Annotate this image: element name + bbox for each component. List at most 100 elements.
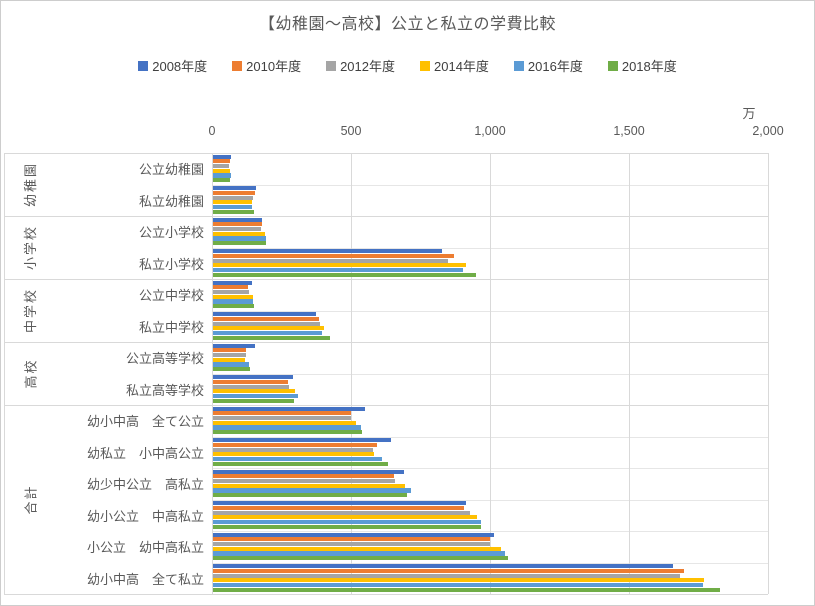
bar xyxy=(213,519,482,525)
bar xyxy=(213,294,253,299)
bar xyxy=(213,379,288,384)
group-separator-line xyxy=(4,405,768,406)
vertical-gridline xyxy=(351,153,352,594)
vertical-gridline xyxy=(629,153,630,594)
category-label: 幼私立 小中高公立 xyxy=(86,445,204,461)
group-separator-line xyxy=(4,153,768,154)
group-label: 中学校 xyxy=(23,287,39,334)
bar xyxy=(213,406,366,411)
bar xyxy=(213,280,253,285)
legend-label: 2008年度 xyxy=(152,59,208,74)
category-label: 私立小学校 xyxy=(138,256,204,272)
chart-title: 【幼稚園～高校】公立と私立の学費比較 xyxy=(258,16,556,33)
bar xyxy=(213,290,249,295)
bar xyxy=(213,164,229,169)
legend-label: 2016年度 xyxy=(527,59,583,74)
legend-item: 2012年度 xyxy=(326,56,395,75)
x-axis-tick-label: 1,500 xyxy=(613,124,645,138)
bar xyxy=(213,389,295,394)
legend-label: 2018年度 xyxy=(621,59,677,74)
bar xyxy=(213,267,464,273)
bar xyxy=(213,501,467,506)
bar xyxy=(213,483,406,488)
bar xyxy=(213,438,392,443)
bar xyxy=(213,343,256,348)
group-label: 幼稚園 xyxy=(23,161,39,208)
bar xyxy=(213,568,685,573)
x-axis-tick-label: 1,000 xyxy=(474,124,506,138)
bar xyxy=(213,209,254,214)
bar xyxy=(213,488,412,493)
group-label: 小学校 xyxy=(23,224,39,271)
legend-swatch-icon xyxy=(420,60,430,71)
category-label: 私立高等学校 xyxy=(125,382,204,398)
bar xyxy=(213,190,256,195)
bar xyxy=(213,253,454,258)
x-axis-tick-label: 0 xyxy=(208,124,216,138)
category-label: 公立高等学校 xyxy=(125,351,204,367)
legend: 2008年度 2010年度 2012年度 2014年度 2016年度 2018年度 xyxy=(1,56,814,75)
legend-item: 2016年度 xyxy=(513,56,583,75)
category-label: 私立幼稚園 xyxy=(138,193,204,209)
bar xyxy=(213,442,378,447)
group-separator-line xyxy=(4,279,768,280)
group-separator-line xyxy=(4,342,768,343)
bar xyxy=(213,425,361,430)
bar xyxy=(213,326,324,331)
bar xyxy=(213,398,294,403)
bar xyxy=(213,461,388,466)
bar xyxy=(213,430,362,435)
bar xyxy=(213,249,442,254)
category-label: 幼小中高 全て私立 xyxy=(86,571,204,587)
bar xyxy=(213,204,253,210)
bar xyxy=(213,573,681,578)
bar xyxy=(213,452,374,457)
bar xyxy=(213,195,253,200)
bar xyxy=(213,582,703,588)
legend-label: 2014年度 xyxy=(434,59,489,74)
group-label: 高校 xyxy=(23,358,39,389)
bar xyxy=(213,416,352,421)
bar xyxy=(213,362,249,367)
group-separator-line xyxy=(4,216,768,217)
vertical-gridline xyxy=(490,153,491,594)
bar xyxy=(213,200,253,205)
bar xyxy=(213,316,319,321)
bar xyxy=(213,510,470,515)
value-axis-line xyxy=(212,153,213,594)
category-label: 公立幼稚園 xyxy=(138,162,204,178)
bar xyxy=(213,515,477,520)
bar xyxy=(213,353,246,358)
legend-swatch-icon xyxy=(138,60,149,71)
x-axis-tick-label: 500 xyxy=(340,124,362,138)
legend-swatch-icon xyxy=(513,60,524,71)
bar xyxy=(213,312,316,317)
bar xyxy=(213,357,246,362)
legend-swatch-icon xyxy=(326,60,337,71)
category-label: 公立小学校 xyxy=(138,225,204,241)
bar xyxy=(213,578,704,583)
category-label: 公立中学校 xyxy=(138,288,204,304)
group-label: 合計 xyxy=(23,484,39,515)
bar xyxy=(213,493,407,498)
bar xyxy=(213,551,506,556)
bar xyxy=(213,159,230,164)
bar xyxy=(213,505,464,510)
bar xyxy=(213,420,357,425)
category-label: 幼小中高 全て公立 xyxy=(86,414,204,430)
x-axis-tick-label: 2,000 xyxy=(752,124,784,138)
legend-swatch-icon xyxy=(232,60,243,71)
bar xyxy=(213,335,331,340)
group-separator-line xyxy=(4,594,768,595)
legend-swatch-icon xyxy=(607,60,618,71)
bar xyxy=(213,393,298,399)
bar xyxy=(213,469,404,474)
category-label: 小公立 幼中高私立 xyxy=(86,540,204,556)
bar xyxy=(213,231,265,236)
bar xyxy=(213,330,323,336)
bar xyxy=(213,299,253,304)
category-label: 幼小公立 中高私立 xyxy=(86,508,204,524)
legend-item: 2010年度 xyxy=(232,56,301,75)
bar xyxy=(213,173,231,178)
legend-label: 2010年度 xyxy=(246,59,302,74)
